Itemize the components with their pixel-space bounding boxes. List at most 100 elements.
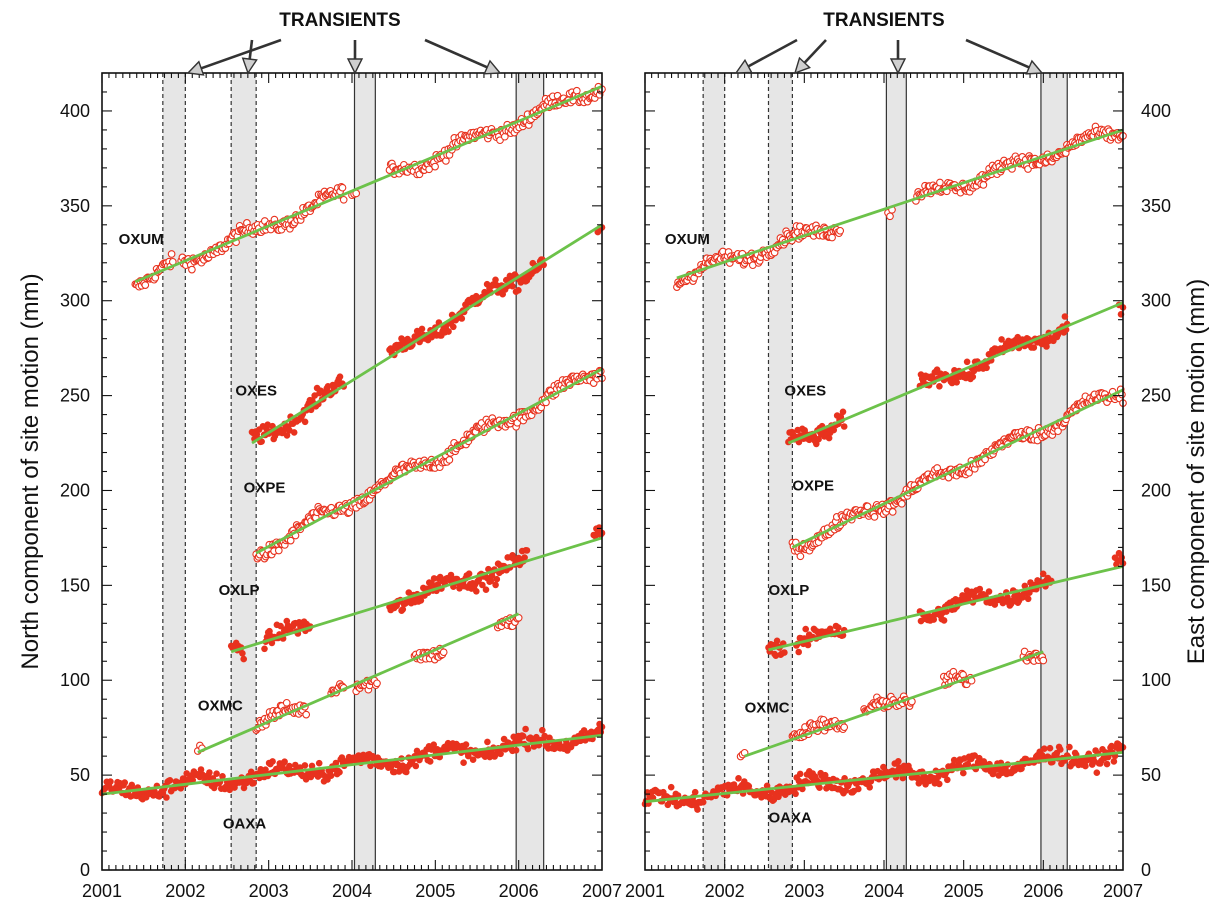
transient-arrow-head	[889, 58, 907, 75]
station-label-oxpe: OXPE	[792, 477, 834, 494]
series-oxpe: OXPE	[244, 366, 606, 563]
x-tick-label: 2003	[249, 881, 289, 901]
data-point	[189, 776, 196, 784]
trend-line-oxum	[134, 84, 603, 284]
data-point	[163, 794, 170, 801]
x-tick-label: 2004	[332, 881, 372, 901]
data-point	[445, 328, 452, 335]
data-point	[302, 710, 311, 719]
y-tick-label: 250	[60, 386, 90, 406]
transient-shading	[768, 73, 793, 870]
x-axis: 2001 2002 2003 2004 2005 2006 2007	[82, 73, 622, 901]
data-point	[870, 513, 879, 521]
data-point	[250, 779, 257, 787]
x-tick-label: 2005	[415, 881, 455, 901]
data-point	[1066, 743, 1073, 751]
data-point	[886, 212, 894, 221]
x-axis: 2001 2002 2003 2004 2005 2006 2007	[625, 73, 1143, 901]
station-label-oaxa: OAXA	[768, 810, 812, 827]
trend-line-oxes	[787, 301, 1124, 445]
data-point	[465, 570, 473, 577]
data-point	[1057, 746, 1064, 753]
transient-shading	[1040, 73, 1068, 870]
data-point	[282, 698, 291, 707]
data-point	[1026, 589, 1033, 596]
y-axis: 0 50 100 150 200 250 300 350 400	[60, 72, 602, 880]
data-point	[430, 741, 438, 748]
data-point	[213, 770, 220, 777]
data-point	[1054, 427, 1062, 436]
y-tick-label: 150	[60, 575, 90, 595]
data-point	[1061, 313, 1069, 320]
transient-arrow	[793, 39, 827, 75]
y-tick-label: 300	[1141, 291, 1171, 311]
data-point	[888, 508, 897, 516]
data-point	[458, 315, 466, 322]
transients-label: TRANSIENTS	[823, 10, 944, 31]
data-point	[796, 552, 805, 561]
transient-arrow	[346, 40, 364, 75]
data-point	[840, 723, 849, 732]
transient-arrow	[889, 40, 907, 75]
transient-arrow	[424, 38, 502, 75]
data-point	[936, 178, 944, 187]
data-point	[943, 608, 950, 615]
series-oxpe: OXPE	[788, 385, 1127, 561]
data-point	[1030, 344, 1038, 351]
y-tick-label: 0	[80, 860, 90, 880]
data-point	[412, 762, 420, 770]
data-point	[821, 771, 829, 779]
data-point	[460, 759, 467, 766]
transient-shading	[354, 73, 376, 870]
y-tick-label: 350	[1141, 196, 1171, 216]
data-point	[1024, 595, 1032, 603]
data-point	[745, 782, 753, 790]
data-point	[430, 575, 438, 582]
data-point	[373, 679, 381, 688]
transient-band	[353, 73, 376, 870]
series-oxum: OXUM	[665, 122, 1127, 291]
data-point	[799, 785, 806, 793]
transient-arrow-shaft	[424, 38, 488, 69]
data-point	[509, 282, 516, 290]
data-point	[286, 762, 293, 770]
station-label-oxum: OXUM	[665, 231, 710, 248]
data-point	[991, 601, 999, 608]
data-point	[473, 588, 480, 595]
transient-band	[230, 73, 257, 870]
data-point	[338, 183, 347, 192]
data-point	[816, 784, 823, 791]
trend-line-oxmc	[744, 650, 1044, 758]
data-point	[445, 456, 454, 464]
data-point	[327, 772, 335, 779]
data-point	[897, 499, 906, 508]
data-point	[1082, 762, 1089, 770]
data-point	[469, 756, 477, 763]
data-point	[983, 364, 990, 372]
transient-band	[162, 73, 186, 870]
station-label-oxes: OXES	[235, 383, 277, 400]
trend-line-oxpe	[255, 367, 603, 555]
data-point	[1004, 594, 1011, 601]
data-point	[121, 779, 128, 786]
transients-annotation: TRANSIENTS	[186, 10, 502, 76]
x-tick-label: 2003	[784, 881, 824, 901]
data-point	[802, 625, 809, 633]
y-axis: 0 50 100 150 200 250 300 350 400	[645, 72, 1171, 880]
transient-arrow	[965, 38, 1044, 75]
transient-arrow-head	[793, 56, 811, 75]
data-point	[523, 547, 531, 554]
data-point	[863, 502, 872, 511]
data-point	[895, 758, 902, 765]
data-point	[691, 788, 699, 796]
data-point	[519, 732, 527, 740]
x-tick-label: 2007	[1103, 881, 1143, 901]
data-point	[1046, 744, 1054, 752]
transient-arrow	[241, 39, 258, 75]
x-tick-label: 2005	[944, 881, 984, 901]
trend-line-oxlp	[768, 565, 1124, 652]
data-point	[835, 624, 842, 631]
data-point	[960, 769, 967, 777]
station-label-oxpe: OXPE	[244, 479, 286, 496]
y-tick-label: 100	[60, 670, 90, 690]
